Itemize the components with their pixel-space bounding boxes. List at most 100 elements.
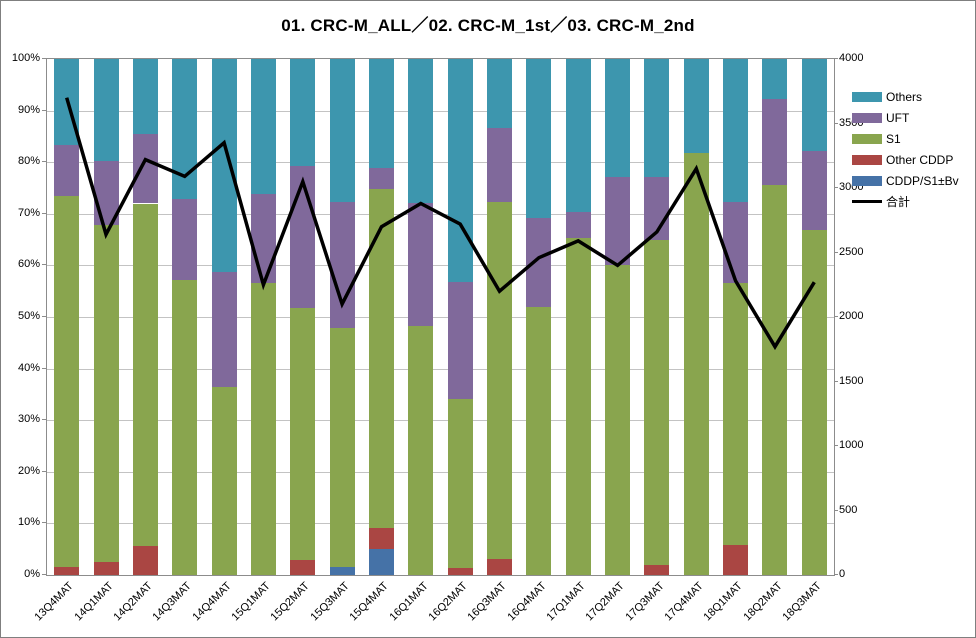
left-axis-label-90%: 90%: [17, 103, 40, 116]
bar-segment-Other CDDP: [644, 564, 670, 575]
bar-segment-S1: [526, 307, 552, 575]
bar-segment-Other CDDP: [723, 545, 749, 575]
bar-segment-S1: [565, 238, 591, 575]
bar-segment-Others: [801, 59, 827, 151]
bar-segment-UFT: [132, 134, 158, 204]
gridline-40pct: [47, 368, 834, 370]
left-axis-tick: [42, 264, 46, 266]
x-axis-label-16Q2MAT: 16Q2MAT: [426, 580, 470, 624]
bar-segment-UFT: [54, 145, 80, 196]
stacked-bar-16Q3MAT: [487, 59, 513, 575]
left-axis-label-50%: 50%: [17, 310, 40, 322]
x-axis-label-16Q1MAT: 16Q1MAT: [386, 580, 431, 624]
bar-segment-Other CDDP: [447, 567, 473, 575]
bar-segment-Others: [447, 59, 473, 282]
gridline-20pct: [47, 471, 834, 473]
legend-label-UFT: UFT: [886, 110, 910, 125]
legend-marker-S1: [852, 133, 882, 144]
bar-segment-S1: [172, 279, 198, 575]
bar-segment-Others: [526, 59, 552, 218]
x-axis-label-16Q4MAT: 16Q4MAT: [505, 580, 549, 624]
x-axis-label-14Q3MAT: 14Q3MAT: [150, 580, 195, 624]
bar-segment-Others: [211, 59, 237, 273]
bar-segment-UFT: [368, 168, 394, 189]
x-axis-label-15Q1MAT: 15Q1MAT: [229, 580, 273, 624]
x-axis-label-18Q2MAT: 18Q2MAT: [741, 580, 785, 624]
right-axis-label-0: 0: [839, 568, 846, 580]
bar-segment-UFT: [487, 127, 513, 202]
stacked-bar-14Q4MAT: [211, 59, 237, 575]
stacked-bar-18Q2MAT: [762, 59, 788, 575]
legend-item-S1: S1: [852, 128, 959, 149]
chart-legend: Others UFT S1 Other CDDP CDDP/S1±Bv 合計: [852, 86, 959, 212]
legend-label-Other CDDP: Other CDDP: [886, 152, 954, 167]
x-axis-label-18Q3MAT: 18Q3MAT: [780, 580, 824, 624]
bar-segment-S1: [683, 152, 709, 575]
right-axis-label-1500: 1500: [839, 374, 864, 387]
right-axis-label-500: 500: [839, 503, 858, 516]
gridline-10pct: [47, 523, 834, 525]
right-axis-label-2500: 2500: [839, 245, 864, 258]
bar-segment-Others: [132, 59, 158, 135]
stacked-bar-15Q2MAT: [290, 59, 316, 575]
left-axis-label-0%: 0%: [24, 568, 40, 580]
right-axis-tick: [834, 187, 838, 188]
gridline-90pct: [47, 110, 834, 112]
bar-segment-Other CDDP: [132, 546, 158, 575]
bar-segment-S1: [93, 224, 119, 563]
bar-segment-S1: [605, 265, 631, 575]
bar-segment-Others: [565, 59, 591, 213]
left-axis-tick: [42, 109, 46, 111]
left-axis-tick: [42, 522, 46, 524]
left-axis-tick: [42, 419, 46, 421]
bar-segment-S1: [408, 326, 434, 575]
left-axis-tick: [42, 58, 46, 59]
bar-segment-Others: [93, 59, 119, 161]
right-axis-tick: [834, 122, 838, 124]
right-axis-tick: [834, 380, 838, 382]
x-axis-label-17Q4MAT: 17Q4MAT: [662, 580, 706, 624]
bar-segment-CDDP/S1±Bv: [368, 548, 394, 575]
x-axis-label-13Q4MAT: 13Q4MAT: [32, 580, 77, 624]
stacked-bar-18Q1MAT: [723, 59, 749, 575]
bar-segment-Others: [290, 59, 316, 167]
x-axis-label-16Q3MAT: 16Q3MAT: [465, 580, 510, 624]
x-axis-label-17Q1MAT: 17Q1MAT: [544, 580, 588, 624]
bar-segment-UFT: [408, 202, 434, 327]
left-axis-tick: [42, 470, 46, 472]
right-axis-label-1000: 1000: [839, 439, 864, 451]
bar-segment-S1: [644, 240, 670, 565]
legend-item-Others: Others: [852, 86, 959, 107]
stacked-bar-14Q1MAT: [93, 59, 119, 575]
bar-segment-Others: [683, 59, 709, 153]
gridline-30pct: [47, 420, 834, 422]
left-axis-label-30%: 30%: [17, 413, 40, 426]
right-axis-tick: [834, 316, 838, 317]
bar-segment-Other CDDP: [368, 528, 394, 549]
bar-segment-S1: [54, 195, 80, 568]
legend-label-CDDP/S1±Bv: CDDP/S1±Bv: [886, 173, 959, 188]
right-axis-tick: [834, 509, 838, 511]
legend-label-Others: Others: [886, 89, 923, 104]
bar-segment-UFT: [801, 150, 827, 231]
plot-area: [46, 58, 835, 576]
stacked-bar-14Q3MAT: [172, 59, 198, 575]
x-axis-label-17Q2MAT: 17Q2MAT: [583, 580, 628, 624]
gridline-80pct: [47, 162, 834, 164]
bar-segment-Others: [644, 59, 670, 178]
x-axis-label-14Q1MAT: 14Q1MAT: [72, 580, 116, 624]
bar-segment-Other CDDP: [290, 559, 316, 575]
legend-marker-CDDP/S1±Bv: [852, 175, 882, 186]
stacked-bar-16Q1MAT: [408, 59, 434, 575]
left-axis-tick: [42, 367, 46, 369]
bar-segment-CDDP/S1±Bv: [329, 567, 355, 575]
bar-segment-S1: [447, 398, 473, 568]
left-axis-label-60%: 60%: [17, 258, 40, 271]
bar-segment-S1: [290, 308, 316, 560]
stacked-bar-15Q1MAT: [250, 59, 276, 575]
chart-title: 01. CRC-M_ALL／02. CRC-M_1st／03. CRC-M_2n…: [281, 16, 695, 35]
bar-segment-UFT: [250, 194, 276, 284]
bar-segment-S1: [250, 283, 276, 575]
bar-segment-Others: [250, 59, 276, 195]
x-axis-label-14Q2MAT: 14Q2MAT: [111, 580, 155, 624]
